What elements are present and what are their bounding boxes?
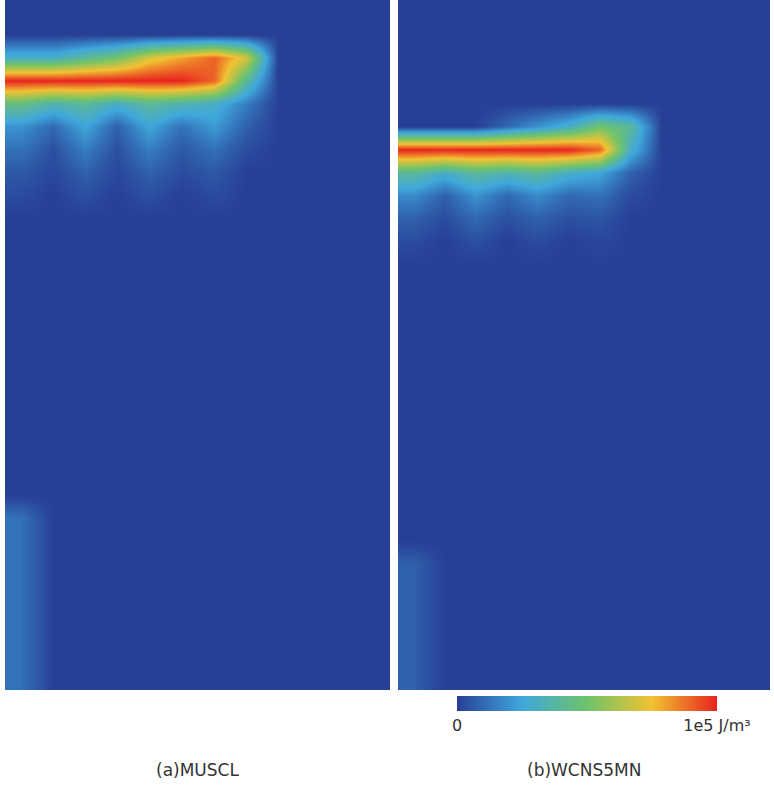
svg-text:0: 0 <box>452 716 462 735</box>
svg-text:1e5 J/m³: 1e5 J/m³ <box>683 716 750 735</box>
svg-text:(a)MUSCL: (a)MUSCL <box>156 760 239 780</box>
svg-text:(b)WCNS5MN: (b)WCNS5MN <box>527 760 641 780</box>
